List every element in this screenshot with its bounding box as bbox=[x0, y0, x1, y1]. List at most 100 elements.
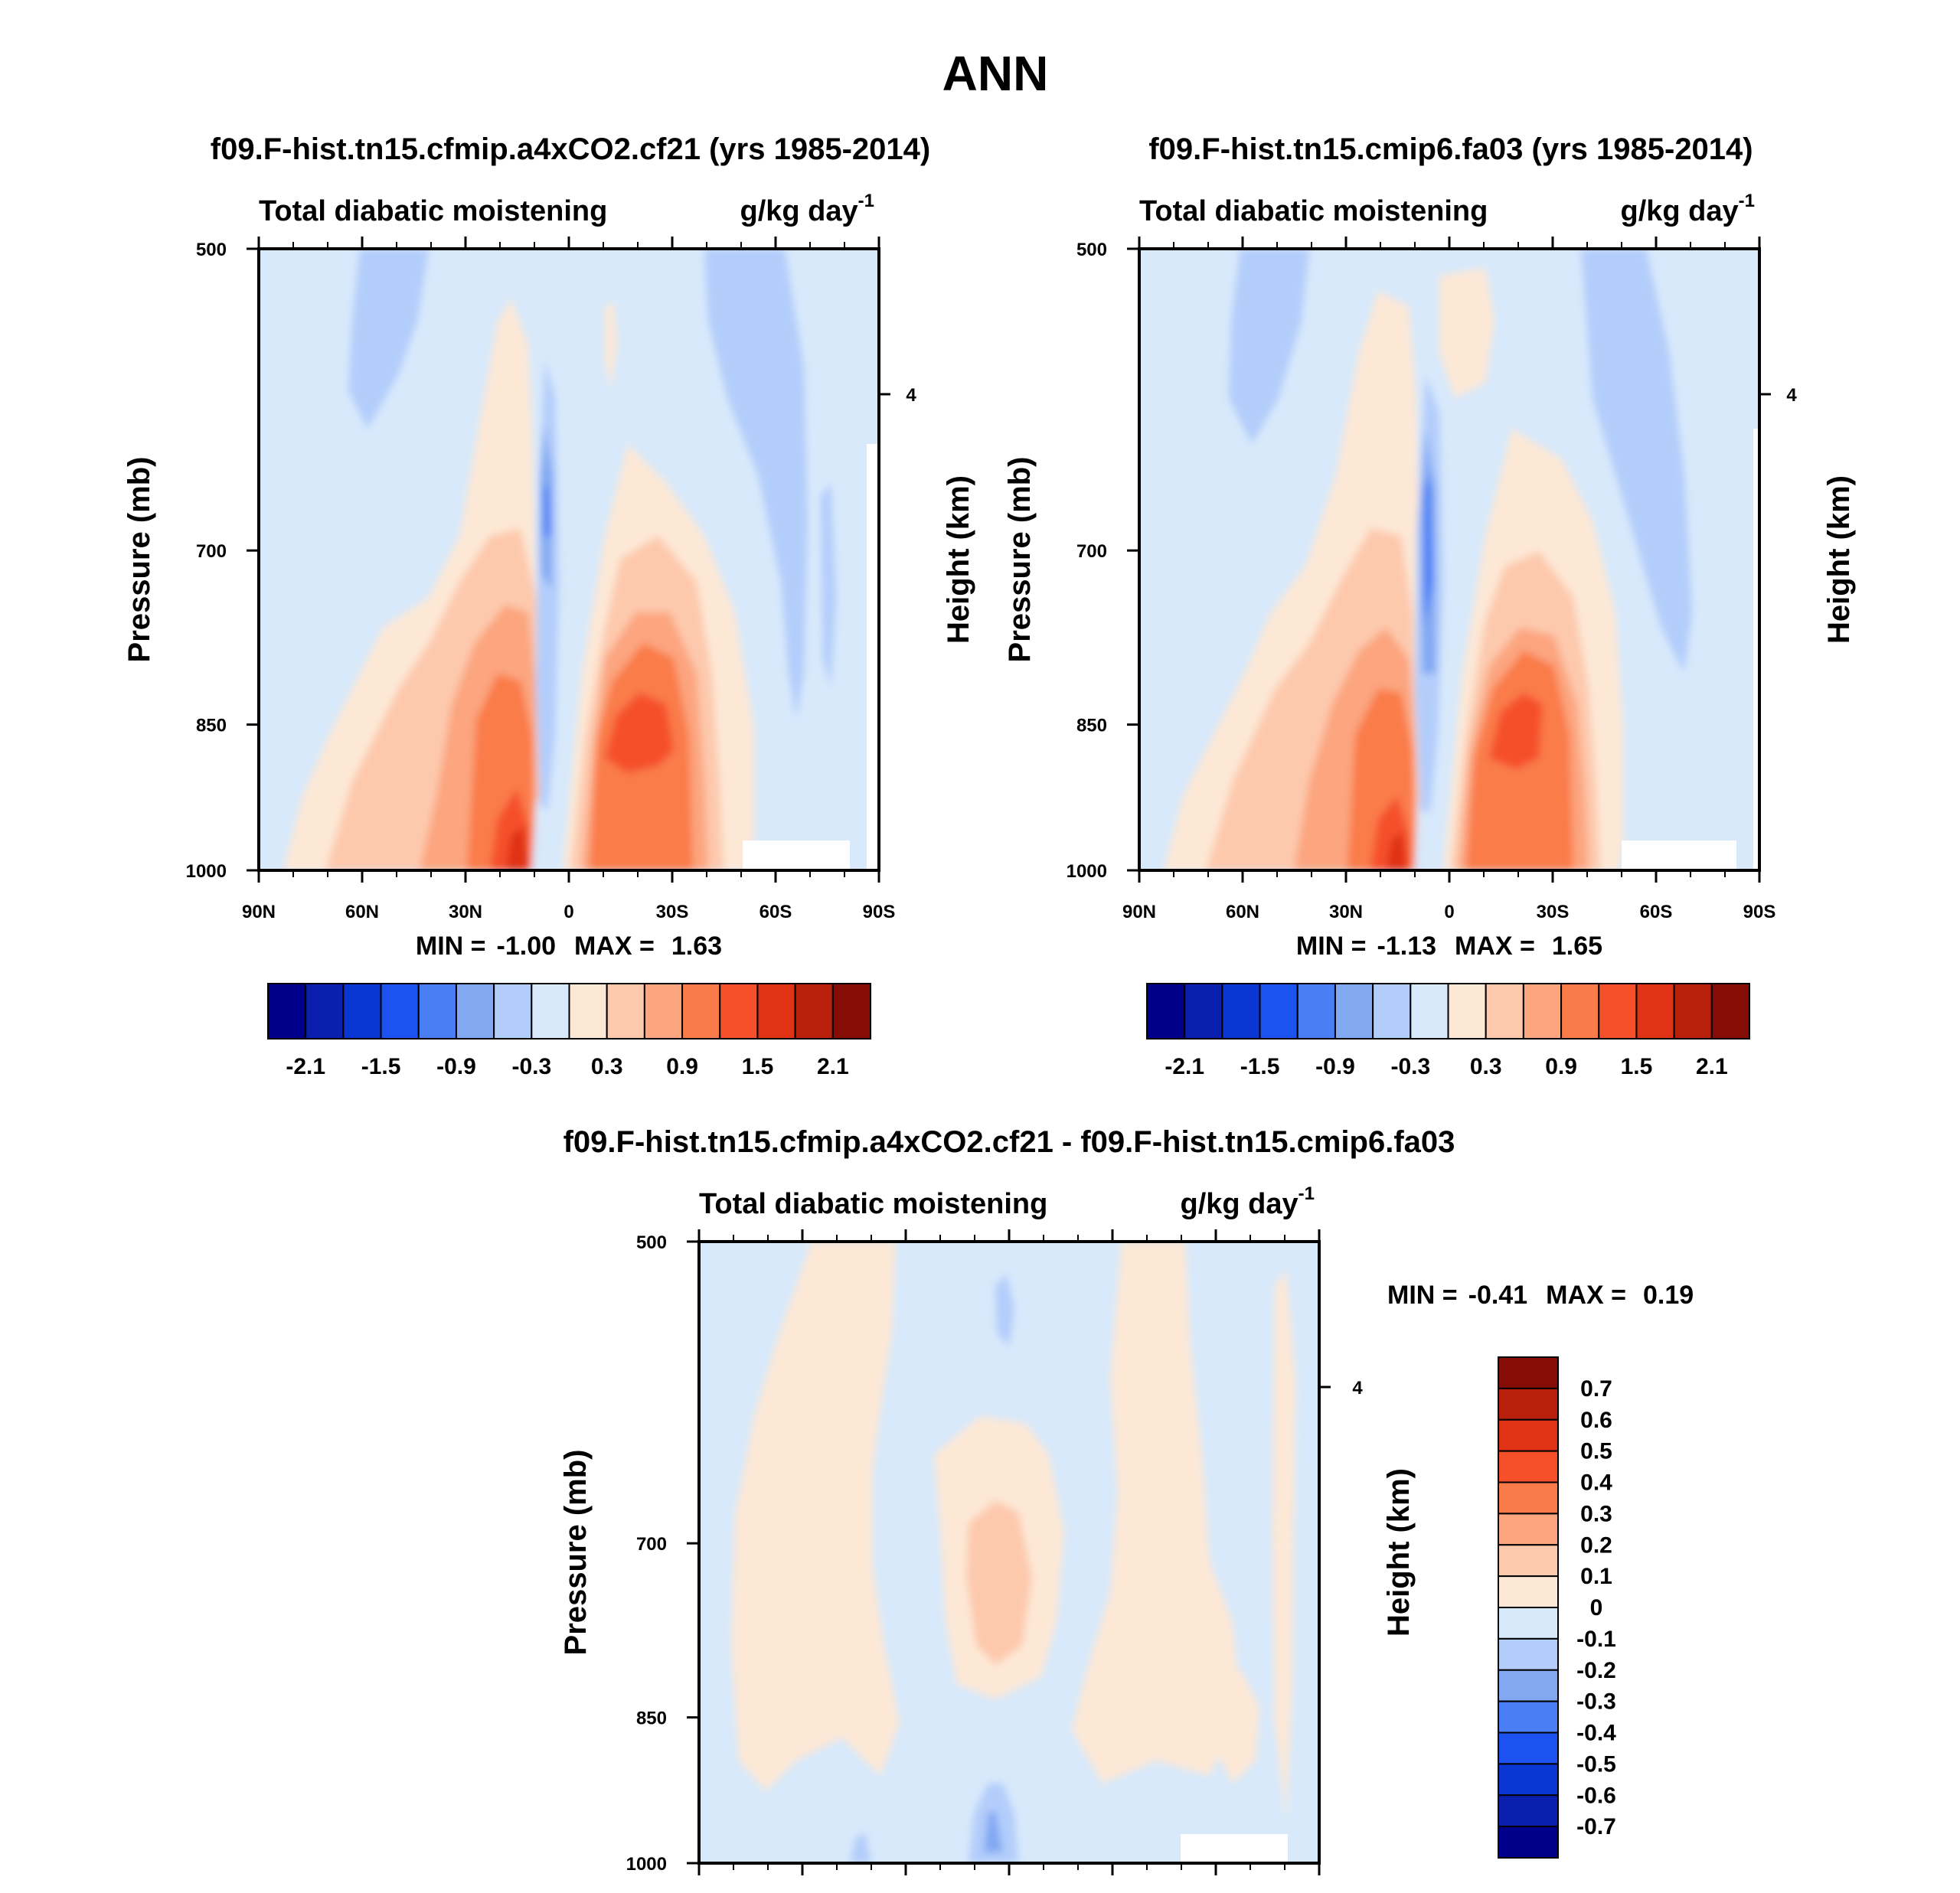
panel-3-positive-patch-high-latitude bbox=[1214, 1669, 1259, 1784]
panel-1-colorbar: -2.1 -1.5 -0.9 -0.3 0.3 0.9 1.5 2.1 bbox=[267, 983, 871, 1079]
colorbar-label: 0.9 bbox=[666, 1054, 698, 1079]
colorbar-box bbox=[1498, 1481, 1559, 1515]
panel-1-units: g/kg day-1 bbox=[740, 191, 875, 227]
colorbar-label: 0.3 bbox=[591, 1054, 623, 1079]
colorbar-box bbox=[417, 983, 457, 1040]
panel-2-units: g/kg day-1 bbox=[1621, 191, 1756, 227]
colorbar-label: -0.4 bbox=[1576, 1721, 1616, 1746]
panel-1-variable-name: Total diabatic moistening bbox=[259, 195, 607, 227]
panel-2-variable-name: Total diabatic moistening bbox=[1139, 195, 1488, 227]
colorbar-box bbox=[1498, 1356, 1559, 1389]
colorbar-label: -0.9 bbox=[436, 1054, 476, 1079]
panel-2-missing-data-block bbox=[1622, 840, 1736, 870]
colorbar-label: 0.2 bbox=[1580, 1532, 1612, 1558]
colorbar-label: -0.2 bbox=[1576, 1658, 1616, 1683]
panel-2-missing-data-strip bbox=[1753, 429, 1759, 870]
panel-3-right-axis: 4 bbox=[1319, 1378, 1363, 1399]
colorbar-box bbox=[1498, 1387, 1559, 1421]
x-tick-label: 60S bbox=[1640, 902, 1673, 922]
colorbar-box bbox=[1259, 983, 1298, 1040]
panel-3-right-axis-title: Height (km) bbox=[1382, 1468, 1416, 1637]
colorbar-box bbox=[1498, 1544, 1559, 1578]
x-tick-label: 30N bbox=[1329, 902, 1363, 922]
panel-1-x-axis: 90N 60N 30N 0 30S 60S 90S bbox=[242, 237, 895, 922]
colorbar-box bbox=[1334, 983, 1374, 1040]
colorbar-box bbox=[1710, 983, 1750, 1040]
colorbar-box bbox=[1498, 1794, 1559, 1828]
y-tick-label: 850 bbox=[636, 1709, 667, 1729]
panel-1-missing-data-strip bbox=[867, 444, 879, 870]
x-tick-label: 30S bbox=[656, 902, 689, 922]
colorbar-box bbox=[794, 983, 834, 1040]
colorbar-label: 2.1 bbox=[817, 1054, 849, 1079]
y-tick-label: 500 bbox=[1076, 240, 1107, 260]
panel-case-2: f09.F-hist.tn15.cmip6.fa03 (yrs 1985-201… bbox=[1003, 132, 1856, 1079]
panel-1-right-tick-label: 4 bbox=[906, 385, 916, 406]
panel-1-y-axis: 500 700 850 1000 bbox=[186, 240, 259, 882]
x-tick-label: 90S bbox=[863, 902, 896, 922]
colorbar-box bbox=[1221, 983, 1261, 1040]
colorbar-box bbox=[1498, 1826, 1559, 1859]
panel-2-y-axis: 500 700 850 1000 bbox=[1067, 240, 1139, 882]
colorbar-box bbox=[1372, 983, 1412, 1040]
figure-title: ANN bbox=[942, 46, 1049, 101]
x-tick-label: 60N bbox=[1226, 902, 1259, 922]
colorbar-label: -0.3 bbox=[1390, 1054, 1430, 1079]
panel-2-right-axis: 4 bbox=[1759, 385, 1797, 406]
colorbar-box bbox=[1447, 983, 1487, 1040]
colorbar-box bbox=[1146, 983, 1186, 1040]
panel-case-1: f09.F-hist.tn15.cfmip.a4xCO2.cf21 (yrs 1… bbox=[122, 132, 975, 1079]
panel-1-min-max: MIN = -1.00 MAX = 1.63 bbox=[416, 932, 722, 961]
panel-2-right-axis-title: Height (km) bbox=[1822, 475, 1856, 644]
colorbar-box bbox=[305, 983, 345, 1040]
x-tick-label: 90S bbox=[1743, 902, 1776, 922]
x-tick-label: 30N bbox=[449, 902, 482, 922]
colorbar-label: 0.3 bbox=[1470, 1054, 1502, 1079]
colorbar-label: 0.4 bbox=[1580, 1470, 1612, 1496]
colorbar-box bbox=[643, 983, 684, 1040]
colorbar-label: 0.1 bbox=[1580, 1564, 1612, 1589]
colorbar-box bbox=[719, 983, 759, 1040]
y-tick-label: 700 bbox=[196, 541, 227, 562]
colorbar-label: 1.5 bbox=[742, 1054, 774, 1079]
colorbar-label: -2.1 bbox=[286, 1054, 325, 1079]
colorbar-box bbox=[267, 983, 307, 1040]
panel-3-colorbar: 0.7 0.6 0.5 0.4 0.3 0.2 0.1 0 -0.1 -0.2 -0.3 -0.4 -0… bbox=[1498, 1356, 1616, 1859]
x-tick-label: 30S bbox=[1537, 902, 1570, 922]
x-tick-label: 0 bbox=[564, 902, 573, 922]
panel-3-positive-strip-far-south bbox=[1272, 1271, 1295, 1822]
panel-1-contour-field bbox=[259, 249, 879, 870]
y-tick-label: 500 bbox=[196, 240, 227, 260]
colorbar-box bbox=[380, 983, 420, 1040]
colorbar-label: -0.7 bbox=[1576, 1814, 1616, 1839]
colorbar-box bbox=[606, 983, 645, 1040]
colorbar-box bbox=[1560, 983, 1600, 1040]
x-tick-label: 90N bbox=[1122, 902, 1156, 922]
panel-1-title: f09.F-hist.tn15.cfmip.a4xCO2.cf21 (yrs 1… bbox=[211, 132, 930, 166]
colorbar-label: -0.5 bbox=[1576, 1751, 1616, 1777]
colorbar-box bbox=[493, 983, 533, 1040]
panel-3-y-axis-title: Pressure (mb) bbox=[559, 1450, 593, 1656]
colorbar-box bbox=[455, 983, 495, 1040]
panel-3-right-tick-label: 4 bbox=[1352, 1378, 1363, 1399]
panel-2-min-max: MIN = -1.13 MAX = 1.65 bbox=[1296, 932, 1602, 961]
colorbar-box bbox=[1296, 983, 1336, 1040]
y-tick-label: 850 bbox=[196, 716, 227, 736]
panel-3-variable-name: Total diabatic moistening bbox=[699, 1188, 1047, 1220]
panel-1-level-1p5-north bbox=[505, 827, 528, 870]
panel-1-negative-region-north bbox=[348, 249, 429, 429]
panel-2-contour-field bbox=[1139, 249, 1759, 870]
colorbar-box bbox=[1498, 1450, 1559, 1483]
colorbar-label: 0.3 bbox=[1580, 1501, 1612, 1526]
y-tick-label: 1000 bbox=[626, 1854, 667, 1875]
colorbar-box bbox=[681, 983, 721, 1040]
panel-3-units: g/kg day-1 bbox=[1181, 1183, 1315, 1220]
panel-3-negative-core-surface bbox=[984, 1810, 1003, 1852]
colorbar-box bbox=[1498, 1700, 1559, 1734]
x-tick-label: 0 bbox=[1444, 902, 1454, 922]
colorbar-box bbox=[831, 983, 871, 1040]
panel-3-contour-field bbox=[699, 1242, 1319, 1863]
panel-2-level-1p2-south bbox=[1489, 693, 1543, 769]
y-tick-label: 700 bbox=[636, 1534, 667, 1555]
